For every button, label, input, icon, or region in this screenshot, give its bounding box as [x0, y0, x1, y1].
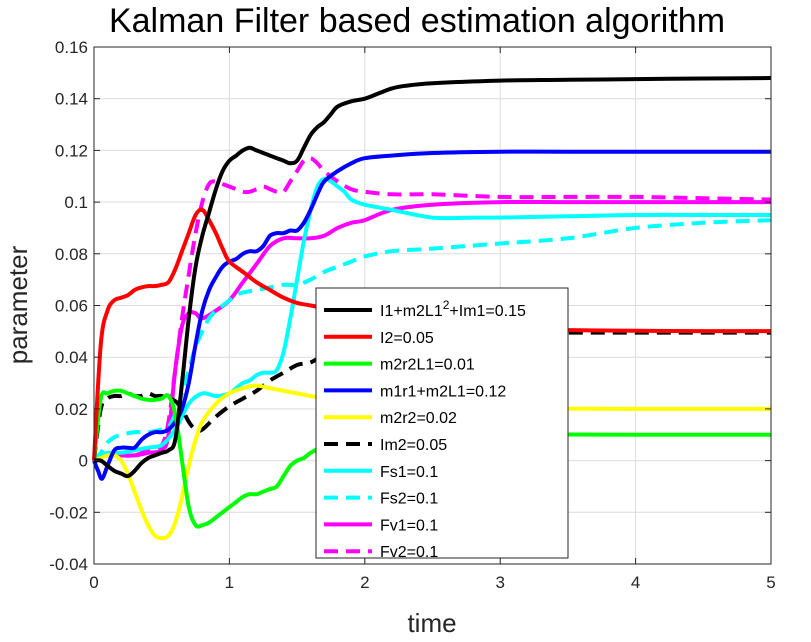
legend-label-6: Fs1=0.1 — [380, 464, 438, 481]
x-tick-label: 5 — [766, 573, 775, 592]
y-tick-label: 0.02 — [55, 400, 88, 419]
y-tick-label: -0.02 — [49, 503, 88, 522]
y-tick-label: -0.04 — [49, 555, 88, 574]
series-line-0 — [93, 76, 772, 479]
legend-label-1: I2=0.05 — [380, 330, 434, 347]
y-tick-label: 0.1 — [64, 193, 88, 212]
chart-title: Kalman Filter based estimation algorithm — [109, 2, 725, 40]
legend-label-0: I1+m2L12+Im1=0.15 — [380, 298, 526, 320]
y-axis-label: parameter — [3, 245, 33, 364]
legend-box — [315, 287, 569, 559]
legend-label-5: Im2=0.05 — [380, 437, 447, 454]
series-line-8 — [93, 199, 771, 463]
y-tick-label: 0.16 — [55, 38, 88, 57]
y-tick-label: 0.14 — [55, 90, 88, 109]
legend-label-7: Fs2=0.1 — [380, 491, 438, 508]
series-line-3 — [92, 149, 771, 481]
legend-label-2: m2r2L1=0.01 — [380, 357, 475, 374]
legend-label-3: m1r1+m2L1=0.12 — [380, 383, 506, 400]
x-axis-label: time — [407, 608, 456, 637]
y-tick-label: 0.04 — [55, 348, 88, 367]
y-tick-label: 0 — [79, 452, 88, 471]
x-tick-label: 0 — [89, 573, 98, 592]
series-line-6 — [92, 176, 771, 463]
x-tick-label: 1 — [225, 573, 234, 592]
series-line-9 — [93, 156, 772, 463]
series-line-7 — [92, 218, 772, 462]
y-tick-label: 0.08 — [55, 245, 88, 264]
x-tick-label: 3 — [495, 573, 504, 592]
y-tick-label: 0.06 — [55, 297, 88, 316]
axis-ticks: 0 1 2 3 4 5 -0.04 -0.02 0 0.02 0.04 0.06 0.08 0.1 0.12… — [49, 38, 775, 592]
legend-label-4: m2r2=0.02 — [380, 410, 457, 427]
x-tick-label: 4 — [631, 573, 640, 592]
y-tick-label: 0.12 — [55, 141, 88, 160]
legend-label-8: Fv1=0.1 — [380, 517, 438, 534]
legend: I1+m2L12+Im1=0.15 I2=0.05 m2r2L1=0.01 m1r1+… — [315, 287, 569, 561]
legend-label-9: Fv2=0.1 — [380, 544, 438, 561]
x-tick-label: 2 — [360, 573, 369, 592]
